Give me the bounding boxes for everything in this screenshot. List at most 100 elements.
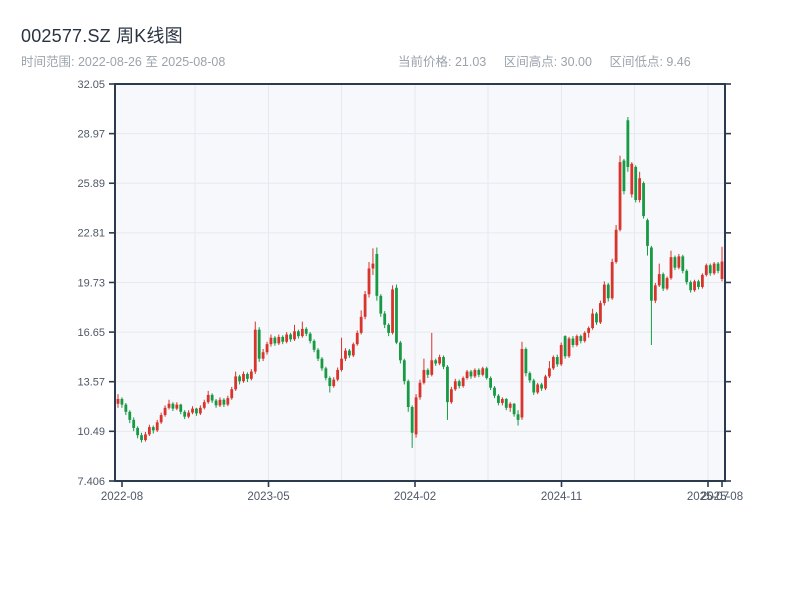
- candle-body-down: [697, 281, 700, 287]
- candle-body-up: [653, 285, 657, 301]
- candle-body-down: [316, 349, 320, 359]
- candle-body-down: [304, 328, 308, 334]
- candle-body-up: [159, 415, 163, 423]
- candle-body-up: [500, 398, 504, 403]
- candle-body-down: [308, 333, 312, 341]
- candle-body-up: [536, 384, 540, 393]
- candle-body-down: [689, 282, 693, 291]
- candle-body-down: [622, 160, 626, 192]
- candle-body-down: [571, 338, 575, 345]
- candle-body-down: [387, 324, 391, 333]
- candle-body-down: [383, 313, 387, 325]
- candle-body-up: [359, 316, 363, 333]
- candle-body-up: [116, 398, 120, 404]
- candle-body-down: [195, 408, 198, 414]
- candle-body-up: [175, 404, 179, 409]
- candle-body-down: [171, 403, 175, 409]
- candle-body-up: [610, 262, 614, 299]
- candle-body-down: [402, 360, 406, 382]
- candle-body-up: [544, 376, 547, 389]
- candle-body-down: [540, 384, 543, 389]
- candle-body-up: [548, 368, 551, 377]
- candle-body-down: [132, 419, 136, 428]
- y-axis-label: 28.97: [77, 128, 105, 140]
- candle-body-down: [646, 220, 649, 246]
- candle-body-up: [583, 332, 587, 341]
- candle-body-down: [512, 403, 516, 415]
- y-axis-label: 19.73: [77, 277, 105, 289]
- candle-body-up: [277, 336, 281, 344]
- candle-body-down: [183, 411, 187, 417]
- x-axis-label: 2024-11: [541, 491, 582, 503]
- y-axis-label: 16.65: [77, 327, 105, 339]
- candle-body-down: [375, 253, 379, 296]
- candle-body-up: [559, 344, 563, 365]
- candle-body-up: [473, 369, 477, 377]
- candle-body-up: [242, 373, 245, 382]
- candle-body-down: [493, 387, 496, 396]
- candle-body-down: [128, 411, 132, 420]
- y-axis-label: 22.81: [77, 228, 105, 240]
- candle-body-up: [669, 257, 673, 279]
- meta-row: 时间范围: 2022-08-26 至 2025-08-08 当前价格: 21.0…: [21, 51, 781, 70]
- candle-body-up: [285, 334, 289, 342]
- candle-body-down: [516, 414, 520, 420]
- candle-body-up: [414, 397, 418, 435]
- candle-body-up: [602, 284, 606, 304]
- candle-body-down: [634, 166, 638, 200]
- candle-body-down: [140, 435, 143, 441]
- candle-body-down: [685, 270, 689, 283]
- candle-body-up: [234, 376, 238, 390]
- candle-body-down: [650, 247, 653, 301]
- candle-body-up: [551, 357, 555, 369]
- candle-body-up: [508, 403, 512, 408]
- candle-body-up: [371, 263, 375, 269]
- candle-body-down: [563, 336, 567, 357]
- candle-body-up: [265, 344, 269, 353]
- candle-body-up: [599, 303, 602, 323]
- candle-body-down: [281, 336, 285, 342]
- candle-body-up: [202, 402, 206, 408]
- candle-body-down: [504, 398, 508, 408]
- candle-body-down: [257, 329, 261, 359]
- candle-body-up: [198, 407, 202, 414]
- current-price-label: 当前价格: 21.03: [398, 55, 487, 69]
- candle-body-down: [642, 183, 645, 217]
- candle-body-down: [477, 369, 481, 375]
- candle-body-down: [457, 381, 461, 387]
- candle-body-down: [406, 381, 410, 407]
- candle-body-down: [434, 360, 438, 364]
- candle-body-down: [532, 380, 536, 393]
- candle-body-down: [312, 340, 316, 350]
- candle-body-down: [661, 274, 665, 289]
- page-title: 002577.SZ 周K线图: [21, 26, 183, 46]
- range-high-label: 区间高点: 30.00: [503, 55, 592, 69]
- x-axis-label: 2024-02: [394, 491, 436, 503]
- candle-body-down: [324, 368, 328, 378]
- candle-body-up: [591, 313, 594, 329]
- candle-body-down: [398, 342, 402, 361]
- candle-body-up: [567, 338, 571, 357]
- candle-body-down: [716, 263, 720, 271]
- y-axis-label: 13.57: [77, 377, 105, 389]
- candle-body-down: [485, 368, 489, 378]
- candle-body-up: [422, 369, 426, 383]
- candle-body-up: [575, 336, 579, 345]
- candle-body-down: [395, 287, 398, 343]
- candle-body-up: [418, 382, 422, 398]
- candle-body-down: [579, 336, 583, 341]
- candle-body-up: [704, 265, 708, 275]
- candle-body-up: [253, 329, 257, 372]
- candle-body-down: [214, 400, 218, 406]
- candle-body-up: [461, 377, 465, 387]
- candle-body-down: [595, 313, 598, 323]
- candle-body-down: [555, 357, 559, 365]
- candle-body-up: [155, 422, 159, 431]
- x-axis-label: 2025-07: [687, 491, 729, 503]
- candle-body-up: [657, 274, 661, 286]
- candle-body-up: [187, 412, 190, 417]
- candle-body-up: [249, 371, 253, 379]
- candle-body-down: [348, 350, 351, 356]
- candle-body-up: [167, 403, 171, 408]
